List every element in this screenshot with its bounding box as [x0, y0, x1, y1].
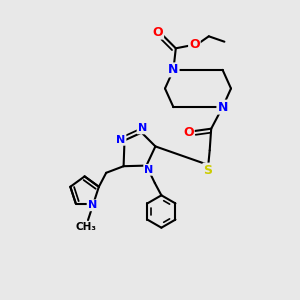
- Text: N: N: [144, 165, 153, 175]
- Text: N: N: [88, 200, 97, 210]
- Text: O: O: [183, 126, 194, 139]
- Text: N: N: [138, 123, 147, 134]
- Text: O: O: [189, 38, 200, 51]
- Text: N: N: [116, 135, 125, 145]
- Text: N: N: [168, 63, 178, 76]
- Text: O: O: [152, 26, 163, 39]
- Text: N: N: [218, 100, 228, 114]
- Text: S: S: [203, 164, 212, 177]
- Text: CH₃: CH₃: [75, 222, 96, 232]
